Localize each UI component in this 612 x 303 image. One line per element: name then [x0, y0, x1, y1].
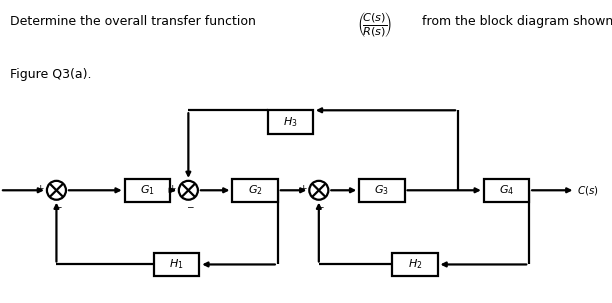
Circle shape	[309, 181, 329, 200]
Text: $G_1$: $G_1$	[140, 183, 155, 197]
Text: Determine the overall transfer function: Determine the overall transfer function	[10, 15, 260, 28]
Circle shape	[179, 181, 198, 200]
Text: $G_3$: $G_3$	[375, 183, 389, 197]
Text: +: +	[168, 184, 176, 193]
Text: +: +	[299, 184, 307, 193]
Text: +: +	[37, 184, 44, 193]
Bar	[267, 110, 313, 134]
Text: −: −	[185, 202, 193, 211]
Circle shape	[47, 181, 66, 200]
Text: $G_4$: $G_4$	[499, 183, 514, 197]
Bar	[233, 179, 278, 202]
Bar	[359, 179, 405, 202]
Text: −: −	[316, 202, 324, 211]
Text: $H_3$: $H_3$	[283, 115, 297, 129]
Text: $H_2$: $H_2$	[408, 258, 422, 271]
Text: −: −	[54, 202, 61, 211]
Text: $C(s)$: $C(s)$	[577, 184, 599, 197]
Bar	[483, 179, 529, 202]
Text: from the block diagram shown in: from the block diagram shown in	[418, 15, 612, 28]
Bar	[125, 179, 170, 202]
Text: $\left(\!\dfrac{C(s)}{R(s)}\!\right)$: $\left(\!\dfrac{C(s)}{R(s)}\!\right)$	[357, 10, 392, 38]
Bar	[154, 253, 200, 276]
Text: $G_2$: $G_2$	[248, 183, 263, 197]
Text: $H_1$: $H_1$	[170, 258, 184, 271]
Text: Figure Q3(a).: Figure Q3(a).	[10, 68, 92, 81]
Bar	[392, 253, 438, 276]
